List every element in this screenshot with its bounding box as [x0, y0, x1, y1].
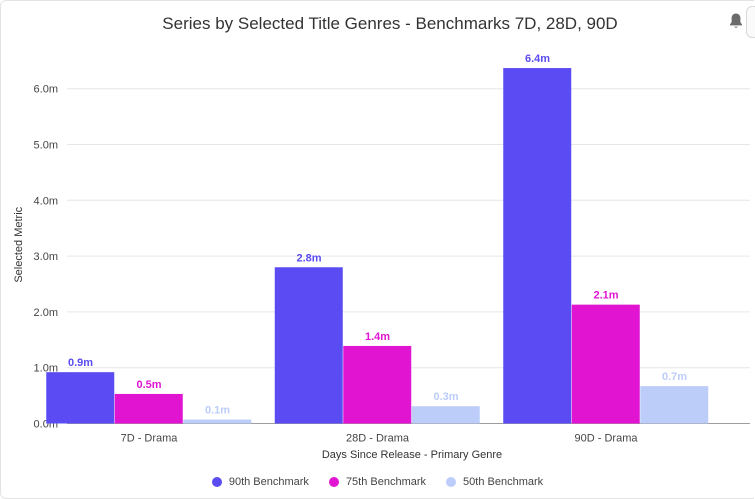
bar	[640, 386, 709, 424]
y-tick-label: 1.0m	[34, 363, 58, 375]
data-label: 0.7m	[662, 371, 687, 383]
legend-label-75th: 75th Benchmark	[345, 476, 427, 488]
data-label: 2.8m	[296, 252, 321, 264]
bar	[503, 68, 572, 424]
data-label: 0.5m	[136, 379, 161, 391]
y-axis-label: Selected Metric	[13, 206, 25, 282]
bar	[571, 304, 640, 424]
legend-swatch-90th	[211, 477, 222, 487]
legend-label-90th: 90th Benchmark	[228, 476, 309, 488]
legend-label-50th: 50th Benchmark	[463, 476, 544, 488]
data-label: 2.1m	[593, 290, 618, 302]
x-tick-label: 90D - Drama	[575, 433, 639, 445]
bar	[411, 406, 480, 424]
legend-swatch-50th	[446, 477, 457, 487]
data-label: 1.4m	[365, 331, 390, 343]
chart-title: Series by Selected Title Genres - Benchm…	[162, 14, 618, 33]
legend-item-75th[interactable]: 75th Benchmark	[328, 476, 427, 488]
x-axis-label: Days Since Release - Primary Genre	[322, 449, 502, 461]
legend: 90th Benchmark 75th Benchmark 50th Bench…	[0, 476, 755, 488]
data-label: 0.3m	[433, 391, 458, 403]
legend-item-50th[interactable]: 50th Benchmark	[446, 476, 543, 488]
bar	[343, 345, 412, 424]
data-label: 0.1m	[205, 405, 230, 417]
legend-swatch-75th	[328, 477, 339, 487]
legend-item-90th[interactable]: 90th Benchmark	[211, 476, 309, 488]
side-panel-button[interactable]	[746, 6, 755, 38]
bell-icon[interactable]	[728, 12, 744, 30]
y-tick-label: 6.0m	[34, 84, 58, 96]
y-tick-label: 4.0m	[34, 195, 58, 207]
bar	[274, 267, 343, 424]
x-tick-label: 7D - Drama	[121, 433, 179, 445]
bar	[114, 393, 183, 424]
bar	[46, 372, 115, 424]
y-tick-label: 3.0m	[34, 251, 58, 263]
data-label: 0.9m	[68, 357, 93, 369]
data-label: 6.4m	[525, 53, 550, 65]
y-tick-label: 2.0m	[34, 307, 58, 319]
x-tick-label: 28D - Drama	[346, 433, 410, 445]
y-tick-label: 5.0m	[34, 140, 58, 152]
bar	[183, 419, 252, 424]
